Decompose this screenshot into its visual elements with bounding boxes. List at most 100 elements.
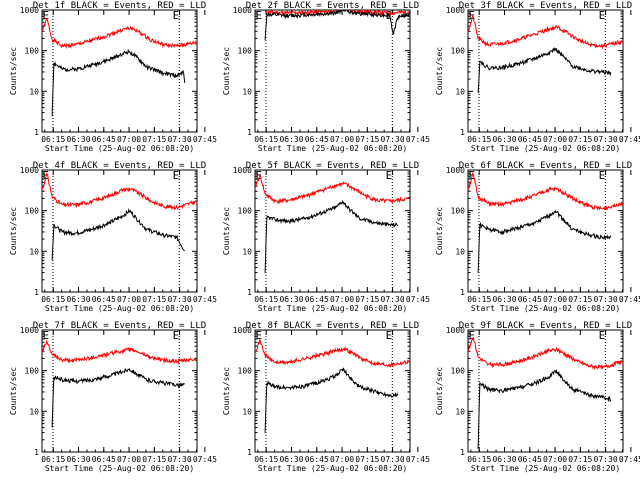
y-axis-label: Counts/sec <box>435 367 444 415</box>
event-marker-label: E <box>469 9 476 22</box>
y-tick-label: 1 <box>247 128 252 137</box>
detector-panel-6: Det 6f BLACK = Events, RED = LLD 1 10 100 10… <box>435 161 640 313</box>
x-tick-label: 06:30 <box>66 455 90 464</box>
panel-title: Det 2f BLACK = Events, RED = LLD <box>246 1 419 11</box>
x-tick-label: 06:30 <box>492 135 516 144</box>
panel-title: Det 3f BLACK = Events, RED = LLD <box>459 1 632 11</box>
x-tick-label: 07:30 <box>381 455 405 464</box>
x-tick-label: 07:15 <box>142 135 166 144</box>
y-tick-label: 1 <box>460 448 465 457</box>
x-tick-label: 07:00 <box>330 295 354 304</box>
x-tick-label: 06:15 <box>41 135 65 144</box>
y-tick-label: 1000 <box>446 166 465 175</box>
x-tick-label: 06:30 <box>279 295 303 304</box>
detector-panel-2: Det 2f BLACK = Events, RED = LLD 1 10 100 10… <box>222 1 430 153</box>
x-axis-label: Start Time (25-Aug-02 06:08:20) <box>471 464 620 473</box>
x-tick-label: 06:45 <box>518 295 542 304</box>
x-tick-label: 06:45 <box>92 455 116 464</box>
x-tick-label: 07:30 <box>168 455 192 464</box>
x-axis-label: Start Time (25-Aug-02 06:08:20) <box>258 144 407 153</box>
lld-rate-series <box>468 14 623 50</box>
y-tick-label: 100 <box>238 367 253 376</box>
event-marker-label: E <box>256 9 263 22</box>
x-tick-label: 06:45 <box>305 455 329 464</box>
y-axis-label: Counts/sec <box>435 207 444 255</box>
x-tick-label: 07:15 <box>568 135 592 144</box>
x-tick-label: 07:00 <box>117 455 141 464</box>
x-tick-label: 06:30 <box>279 135 303 144</box>
x-tick-label: 06:30 <box>492 455 516 464</box>
x-axis-label: Start Time (25-Aug-02 06:08:20) <box>258 464 407 473</box>
y-axis-label: Counts/sec <box>9 47 18 95</box>
lld-rate-series <box>42 171 197 210</box>
plot-frame <box>467 329 624 453</box>
x-tick-label: 07:15 <box>355 455 379 464</box>
x-tick-label: 07:45 <box>406 295 430 304</box>
event-marker-label: E <box>469 329 476 342</box>
y-tick-label: 1000 <box>20 6 39 15</box>
x-tick-label: 06:45 <box>305 135 329 144</box>
x-tick-label: 07:45 <box>619 295 640 304</box>
y-tick-label: 1000 <box>233 6 252 15</box>
lld-rate-series <box>42 17 197 49</box>
y-tick-label: 100 <box>451 47 466 56</box>
event-marker-label: E <box>256 169 263 182</box>
x-tick-label: 06:15 <box>254 135 278 144</box>
y-tick-label: 1 <box>34 288 39 297</box>
x-tick-label: 07:45 <box>406 455 430 464</box>
x-tick-label: 07:30 <box>381 295 405 304</box>
y-tick-label: 10 <box>242 87 252 96</box>
y-tick-label: 100 <box>238 47 253 56</box>
y-tick-label: 10 <box>29 407 39 416</box>
lld-rate-series <box>468 337 623 371</box>
y-tick-label: 10 <box>29 247 39 256</box>
x-tick-label: 07:15 <box>568 455 592 464</box>
x-axis-label: Start Time (25-Aug-02 06:08:20) <box>471 144 620 153</box>
lld-rate-series <box>255 174 410 205</box>
detector-panel-7: Det 7f BLACK = Events, RED = LLD 1 10 100 10… <box>9 321 217 473</box>
x-tick-label: 07:00 <box>543 455 567 464</box>
y-axis-label: Counts/sec <box>222 47 231 95</box>
detector-panel-5: Det 5f BLACK = Events, RED = LLD 1 10 100 10… <box>222 161 430 313</box>
x-tick-label: 06:45 <box>305 295 329 304</box>
x-tick-label: 07:45 <box>193 295 217 304</box>
events-rate-series <box>51 367 185 428</box>
events-rate-series <box>264 10 410 41</box>
event-marker-label: E <box>386 329 393 342</box>
lld-rate-series <box>468 171 623 211</box>
x-tick-label: 06:45 <box>92 295 116 304</box>
x-tick-label: 06:45 <box>92 135 116 144</box>
panel-title: Det 9f BLACK = Events, RED = LLD <box>459 321 632 331</box>
x-tick-label: 06:45 <box>518 455 542 464</box>
x-tick-label: 07:15 <box>355 135 379 144</box>
y-tick-label: 1000 <box>446 6 465 15</box>
x-axis-label: Start Time (25-Aug-02 06:08:20) <box>45 144 194 153</box>
x-tick-label: 07:45 <box>193 135 217 144</box>
x-axis-label: Start Time (25-Aug-02 06:08:20) <box>471 304 620 313</box>
y-axis-label: Counts/sec <box>9 207 18 255</box>
detector-panel-8: Det 8f BLACK = Events, RED = LLD 1 10 100 10… <box>222 321 430 473</box>
y-tick-label: 10 <box>29 87 39 96</box>
y-tick-label: 100 <box>451 207 466 216</box>
plot-frame <box>254 169 411 293</box>
x-tick-label: 07:15 <box>355 295 379 304</box>
x-tick-label: 07:30 <box>594 295 618 304</box>
x-tick-label: 06:15 <box>467 135 491 144</box>
plot-frame <box>41 169 198 293</box>
plot-frame <box>41 329 198 453</box>
x-tick-label: 06:30 <box>279 455 303 464</box>
event-marker-label: E <box>43 329 50 342</box>
lld-rate-series <box>42 339 197 365</box>
events-rate-series <box>51 48 186 116</box>
detector-panel-1: Det 1f BLACK = Events, RED = LLD 1 10 100 10… <box>9 1 217 153</box>
y-tick-label: 100 <box>25 207 40 216</box>
x-tick-label: 07:00 <box>117 135 141 144</box>
y-tick-label: 10 <box>455 87 465 96</box>
y-tick-label: 1000 <box>446 326 465 335</box>
x-tick-label: 07:30 <box>168 295 192 304</box>
x-tick-label: 07:15 <box>142 455 166 464</box>
event-marker-label: E <box>256 329 263 342</box>
y-tick-label: 100 <box>25 367 40 376</box>
x-tick-label: 07:00 <box>330 135 354 144</box>
y-axis-label: Counts/sec <box>222 367 231 415</box>
